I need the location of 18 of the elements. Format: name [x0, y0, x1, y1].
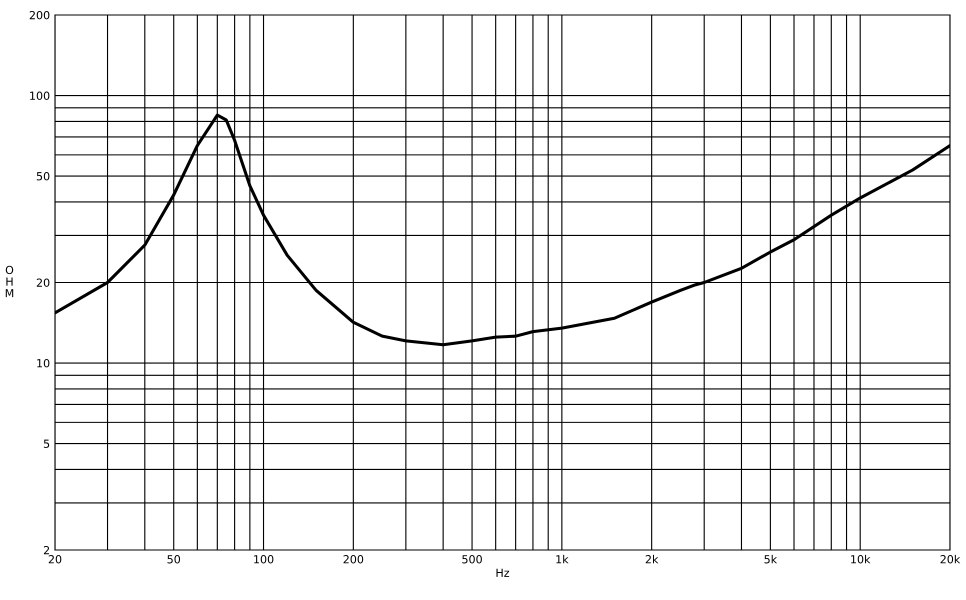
y-tick-label: 200	[30, 10, 50, 20]
x-tick-label: 10k	[851, 554, 870, 564]
x-tick-label: 50	[168, 555, 180, 564]
x-tick-label: 500	[462, 555, 482, 564]
y-tick-label: 100	[30, 92, 50, 100]
x-tick-label: 20k	[940, 554, 960, 564]
y-tick-label: 2	[44, 546, 50, 554]
x-tick-label: 200	[344, 555, 364, 564]
y-tick-label: 5	[44, 440, 50, 448]
x-tick-label: 100	[254, 555, 274, 564]
y-tick-label: 20	[36, 278, 50, 287]
y-axis-title: OHM	[6, 266, 14, 298]
y-tick-label: 50	[36, 172, 50, 180]
x-axis-title: Hz	[496, 568, 510, 577]
x-tick-label: 2k	[646, 554, 658, 564]
x-tick-label: 1k	[556, 554, 569, 564]
y-tick-label: 10	[37, 359, 50, 368]
x-tick-label: 5k	[764, 554, 778, 564]
